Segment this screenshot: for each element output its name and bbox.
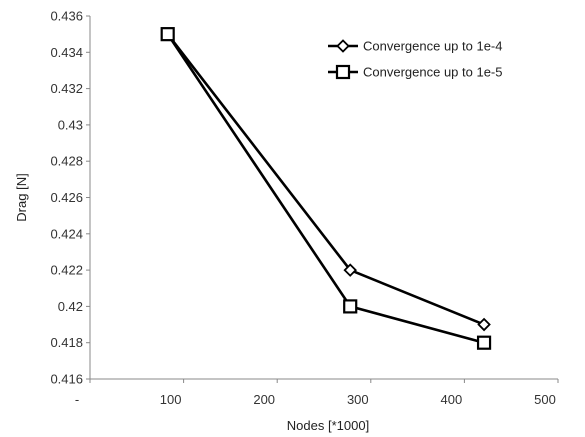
x-tick-label: 400 — [441, 392, 463, 407]
y-tick-label: 0.432 — [50, 81, 83, 96]
axes — [86, 15, 559, 383]
x-tick-label: 200 — [253, 392, 275, 407]
series-1-point — [477, 317, 491, 332]
y-tick-label: 0.422 — [50, 263, 83, 278]
legend-item-1: Convergence up to 1e-4 — [328, 39, 502, 54]
tick-labels: 0.416 0.418 0.42 0.422 0.424 0.426 0.428 0.43 0.… — [50, 9, 555, 408]
y-tick-label: 0.426 — [50, 190, 83, 205]
x-tick-label: - — [75, 392, 79, 407]
y-tick-label: 0.42 — [58, 299, 83, 314]
y-tick-label: 0.43 — [58, 117, 83, 132]
y-axis-title: Drag [N] — [14, 173, 29, 221]
series-1-point — [343, 263, 357, 277]
x-tick-label: 300 — [347, 392, 369, 407]
y-tick-label: 0.434 — [50, 45, 83, 60]
series-2-point — [476, 335, 492, 350]
legend-swatch-marker — [336, 39, 350, 53]
legend-label: Convergence up to 1e-5 — [363, 65, 502, 80]
y-tick-label: 0.424 — [50, 226, 83, 241]
y-tick-label: 0.436 — [50, 9, 83, 24]
legend: Convergence up to 1e-4 Convergence up to … — [328, 39, 502, 80]
y-tick-label: 0.418 — [50, 335, 83, 350]
legend-item-2: Convergence up to 1e-5 — [328, 65, 502, 80]
x-axis-title: Nodes [*1000] — [287, 418, 369, 433]
series-2-line — [166, 33, 485, 344]
y-tick-label: 0.416 — [50, 372, 83, 387]
legend-swatch-marker — [335, 64, 351, 80]
legend-label: Convergence up to 1e-4 — [363, 39, 502, 54]
series-2 — [160, 27, 492, 350]
y-tick-label: 0.428 — [50, 154, 83, 169]
series-2-point — [160, 27, 175, 42]
x-tick-label: 100 — [160, 392, 182, 407]
x-tick-label: 500 — [534, 392, 556, 407]
series-group — [160, 27, 492, 350]
series-2-point — [343, 299, 358, 314]
